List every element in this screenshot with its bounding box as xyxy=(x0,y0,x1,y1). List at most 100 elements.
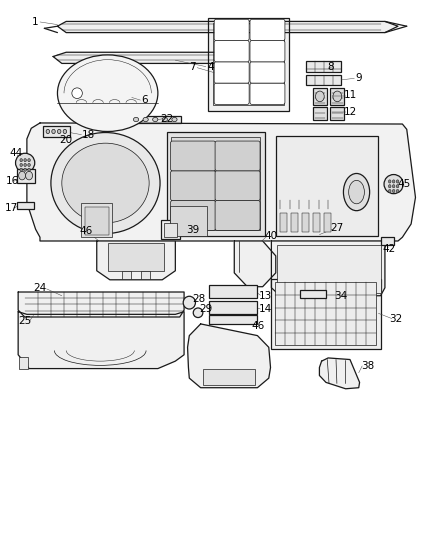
FancyBboxPatch shape xyxy=(250,41,285,62)
Ellipse shape xyxy=(396,180,399,183)
Ellipse shape xyxy=(57,130,61,134)
Bar xyxy=(276,136,378,236)
Polygon shape xyxy=(57,21,398,33)
Ellipse shape xyxy=(389,184,391,188)
Ellipse shape xyxy=(28,164,30,166)
FancyBboxPatch shape xyxy=(214,41,249,62)
Ellipse shape xyxy=(392,184,395,188)
Text: 8: 8 xyxy=(327,62,334,71)
Bar xyxy=(313,88,327,105)
Ellipse shape xyxy=(396,184,399,188)
Ellipse shape xyxy=(72,88,82,99)
FancyBboxPatch shape xyxy=(214,62,249,83)
Text: 25: 25 xyxy=(18,316,32,326)
Bar xyxy=(161,220,180,239)
Ellipse shape xyxy=(349,180,364,204)
Ellipse shape xyxy=(396,189,399,192)
Text: 40: 40 xyxy=(265,231,278,241)
Text: 12: 12 xyxy=(343,107,357,117)
Ellipse shape xyxy=(28,168,30,171)
Text: 14: 14 xyxy=(259,304,272,314)
Bar xyxy=(381,237,394,245)
Text: 6: 6 xyxy=(141,95,148,105)
Ellipse shape xyxy=(18,171,25,180)
FancyBboxPatch shape xyxy=(215,141,260,171)
Ellipse shape xyxy=(62,143,149,223)
Ellipse shape xyxy=(392,189,395,192)
FancyBboxPatch shape xyxy=(250,62,285,83)
FancyBboxPatch shape xyxy=(215,171,260,200)
Bar xyxy=(280,213,287,232)
Ellipse shape xyxy=(24,159,26,162)
Bar xyxy=(291,213,298,232)
Text: 1: 1 xyxy=(32,17,39,27)
Polygon shape xyxy=(234,241,276,287)
Bar xyxy=(17,168,35,182)
Bar xyxy=(17,201,34,209)
Bar xyxy=(302,213,309,232)
Ellipse shape xyxy=(143,117,148,122)
Bar xyxy=(324,213,331,232)
Ellipse shape xyxy=(28,159,30,162)
FancyBboxPatch shape xyxy=(215,200,260,230)
Ellipse shape xyxy=(389,189,391,192)
Bar xyxy=(209,316,258,324)
Bar xyxy=(306,61,341,72)
Ellipse shape xyxy=(63,130,67,134)
Polygon shape xyxy=(18,312,184,368)
Text: 46: 46 xyxy=(252,321,265,331)
Bar xyxy=(271,279,381,349)
Text: 9: 9 xyxy=(355,74,362,83)
Polygon shape xyxy=(27,123,416,241)
Ellipse shape xyxy=(57,55,158,132)
Polygon shape xyxy=(272,241,385,296)
Polygon shape xyxy=(53,52,228,63)
Ellipse shape xyxy=(389,180,391,183)
Text: 18: 18 xyxy=(81,130,95,140)
Text: 32: 32 xyxy=(389,313,403,324)
Ellipse shape xyxy=(333,91,342,102)
Bar xyxy=(203,368,255,384)
Ellipse shape xyxy=(24,164,26,166)
FancyBboxPatch shape xyxy=(214,19,249,41)
Ellipse shape xyxy=(20,168,22,171)
Ellipse shape xyxy=(193,308,203,318)
Bar xyxy=(19,357,28,368)
Bar xyxy=(81,203,112,237)
Bar xyxy=(166,132,265,236)
Text: 27: 27 xyxy=(330,223,343,233)
Polygon shape xyxy=(97,241,175,280)
FancyBboxPatch shape xyxy=(214,83,249,104)
Ellipse shape xyxy=(315,91,324,102)
FancyBboxPatch shape xyxy=(250,19,285,41)
FancyBboxPatch shape xyxy=(170,141,215,171)
Ellipse shape xyxy=(52,130,55,134)
Ellipse shape xyxy=(20,159,22,162)
Text: 29: 29 xyxy=(199,304,212,314)
Text: 22: 22 xyxy=(160,114,173,124)
Text: 28: 28 xyxy=(193,294,206,304)
Bar xyxy=(122,271,131,279)
Bar xyxy=(275,282,376,345)
Bar xyxy=(131,116,181,123)
Ellipse shape xyxy=(15,154,35,172)
Text: 42: 42 xyxy=(383,244,396,254)
Ellipse shape xyxy=(392,180,395,183)
Text: 13: 13 xyxy=(259,290,272,301)
Ellipse shape xyxy=(230,287,238,296)
Polygon shape xyxy=(319,358,360,389)
Text: 46: 46 xyxy=(79,227,92,237)
Bar xyxy=(213,23,284,106)
Ellipse shape xyxy=(51,133,160,233)
Polygon shape xyxy=(187,324,271,387)
Ellipse shape xyxy=(213,287,223,296)
Bar xyxy=(300,290,326,298)
Text: 4: 4 xyxy=(207,62,214,72)
Bar xyxy=(164,223,177,237)
Text: 44: 44 xyxy=(9,148,23,158)
Bar xyxy=(108,243,164,271)
Text: 16: 16 xyxy=(5,176,19,187)
Bar xyxy=(85,207,109,235)
Bar xyxy=(171,138,261,230)
Bar xyxy=(330,107,344,120)
